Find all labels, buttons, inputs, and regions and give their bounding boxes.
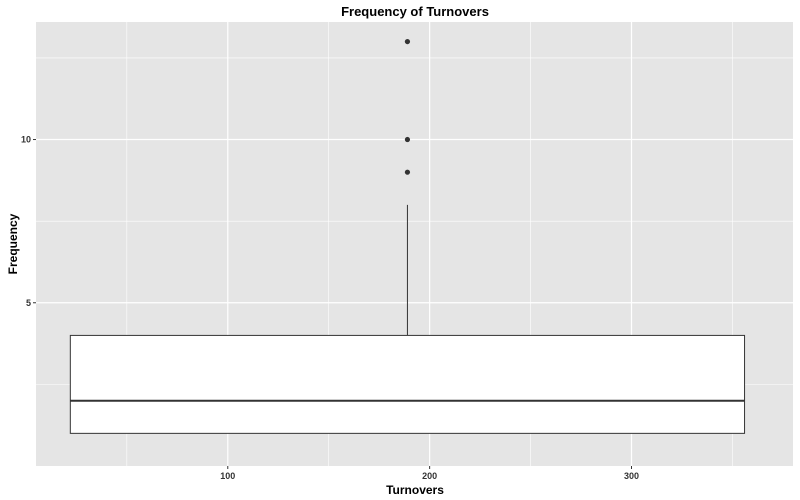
outlier-point (404, 136, 411, 143)
x-tick-label: 200 (422, 471, 437, 481)
minor-gridlines (36, 22, 793, 466)
outlier-point (404, 38, 411, 45)
x-axis-title: Turnovers (386, 483, 444, 497)
boxplot (69, 38, 746, 434)
x-tick-label: 300 (624, 471, 639, 481)
outlier-point (404, 169, 411, 175)
y-axis-title: Frequency (6, 213, 20, 274)
x-axis-ticks: 100 200 300 (220, 466, 639, 481)
x-tick-label: 100 (220, 471, 235, 481)
interquartile-box (69, 334, 746, 434)
chart-title: Frequency of Turnovers (341, 4, 489, 19)
y-tick-label: 5 (26, 298, 31, 308)
y-axis-ticks: 5 10 (21, 135, 36, 308)
y-tick-label: 10 (21, 135, 31, 145)
